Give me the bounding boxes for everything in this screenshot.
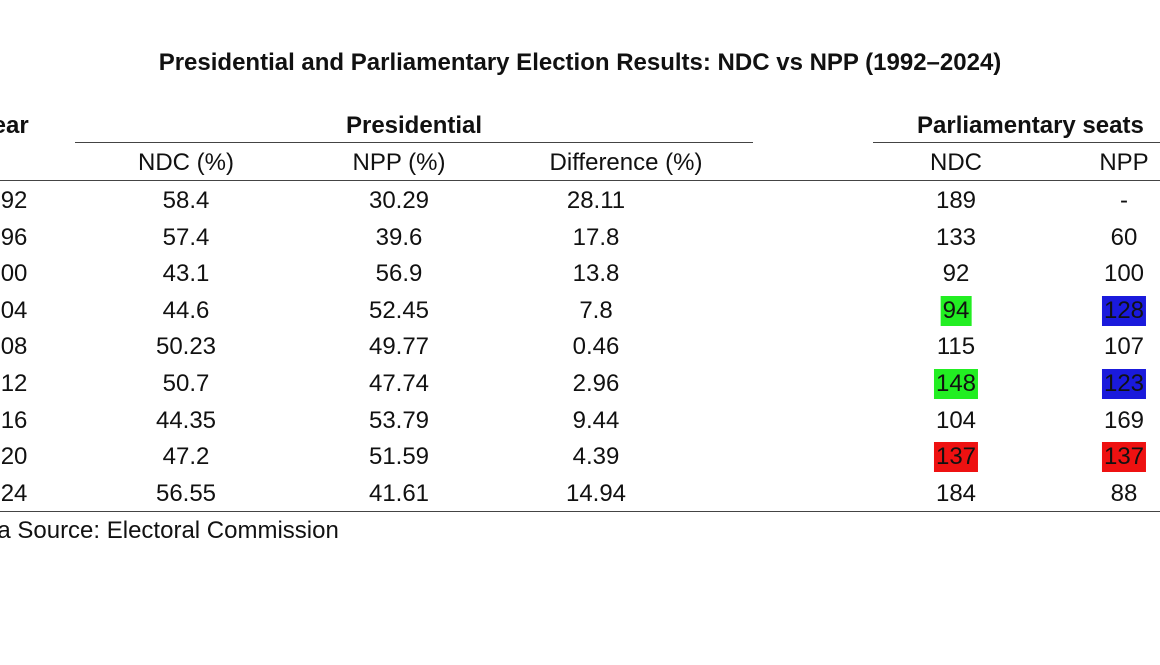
cell-year: 2008: [0, 333, 28, 361]
header-difference-pct: Difference (%): [549, 149, 703, 176]
cell-npp: 41.61: [368, 479, 430, 507]
cell-diff: 17.8: [572, 223, 620, 251]
header-rule: [0, 180, 1160, 181]
cell-year: 2024: [0, 479, 28, 507]
cell-diff: 2.96: [572, 370, 620, 397]
cell-year: 2012: [0, 370, 28, 397]
cell-ndc: 56.55: [155, 479, 217, 507]
table-bottom-rule: [0, 511, 1160, 512]
cell-npp-seats-highlighted: 137: [1101, 442, 1147, 473]
parliamentary-group-rule: [873, 142, 1160, 143]
cell-npp-seats: 100: [1103, 260, 1145, 288]
cell-ndc-seats-highlighted: 137: [933, 442, 979, 473]
cell-ndc-seats: 92: [942, 260, 970, 288]
header-npp-seats: NPP: [1099, 149, 1149, 176]
cell-npp-seats: 88: [1110, 479, 1138, 507]
cell-year: 2016: [0, 406, 28, 434]
cell-diff: 14.94: [565, 479, 627, 507]
cell-npp: 47.74: [368, 370, 430, 397]
cell-ndc-seats: 184: [935, 479, 977, 507]
cell-npp-seats: 107: [1103, 333, 1145, 361]
cell-ndc: 58.4: [162, 187, 210, 214]
header-npp-pct: NPP (%): [352, 149, 446, 176]
cell-ndc-seats: 133: [935, 223, 977, 251]
cell-npp: 30.29: [368, 187, 430, 214]
cell-ndc-seats: 115: [936, 333, 976, 361]
cell-npp: 56.9: [375, 260, 423, 288]
header-parliamentary: Parliamentary seats: [917, 112, 1144, 139]
cell-ndc: 44.35: [155, 406, 217, 434]
cell-diff: 7.8: [579, 296, 613, 324]
cell-diff: 4.39: [572, 443, 620, 471]
cell-ndc: 43.1: [162, 260, 210, 288]
cell-ndc-seats-highlighted: 148: [933, 369, 979, 399]
presidential-group-rule: [75, 142, 753, 143]
cell-ndc: 50.7: [162, 370, 210, 397]
cell-ndc-seats: 104: [935, 406, 977, 434]
cell-npp-seats: 60: [1110, 223, 1138, 251]
cell-npp: 53.79: [368, 406, 430, 434]
header-year: Year: [0, 112, 29, 139]
cell-year: 2004: [0, 296, 28, 324]
cell-year: 2020: [0, 443, 28, 471]
cell-npp: 39.6: [375, 223, 423, 251]
cell-diff: 28.11: [566, 187, 626, 214]
cell-diff: 9.44: [572, 406, 620, 434]
cell-ndc: 57.4: [162, 223, 210, 251]
cell-npp-seats: -: [1120, 187, 1128, 214]
cell-ndc-seats-highlighted: 94: [940, 295, 972, 326]
cell-npp-seats-highlighted: 123: [1101, 369, 1147, 399]
cell-npp-seats-highlighted: 128: [1101, 295, 1147, 326]
cell-ndc: 44.6: [162, 296, 210, 324]
cell-ndc: 47.2: [162, 443, 210, 471]
data-source-note: Data Source: Electoral Commission: [0, 517, 339, 544]
cell-diff: 0.46: [572, 333, 620, 361]
table-title: Presidential and Parliamentary Election …: [158, 49, 1002, 76]
cell-ndc: 50.23: [155, 333, 217, 361]
cell-npp: 49.77: [368, 333, 430, 361]
cell-npp-seats: 169: [1103, 406, 1145, 434]
cell-diff: 13.8: [572, 260, 620, 288]
cell-npp: 52.45: [368, 296, 430, 324]
header-ndc-seats: NDC: [930, 149, 982, 176]
cell-ndc-seats: 189: [935, 187, 977, 214]
cell-year: 1996: [0, 223, 28, 251]
cell-year: 1992: [0, 187, 28, 214]
header-ndc-pct: NDC (%): [138, 149, 234, 176]
header-presidential: Presidential: [345, 112, 483, 139]
cell-npp: 51.59: [368, 443, 430, 471]
cell-year: 2000: [0, 260, 28, 288]
